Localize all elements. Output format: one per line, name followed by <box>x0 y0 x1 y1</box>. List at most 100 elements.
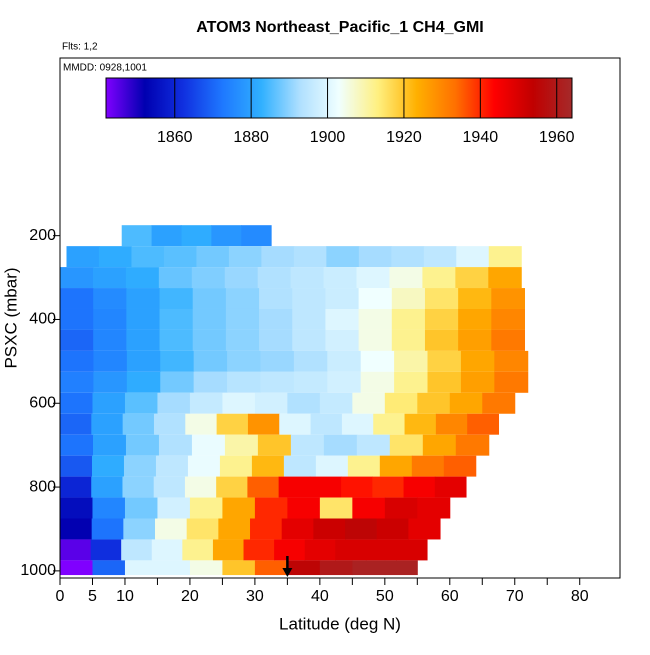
heatmap-cell <box>219 455 253 477</box>
heatmap-cell <box>424 288 459 309</box>
heatmap-cell <box>292 288 326 309</box>
heatmap-cell <box>488 246 522 268</box>
x-tick-label: 40 <box>311 588 329 605</box>
heatmap-cell <box>326 246 360 268</box>
heatmap-cell <box>228 246 262 268</box>
heatmap-cell <box>216 413 249 435</box>
heatmap-cell <box>319 392 353 414</box>
heatmap-cell <box>157 560 191 576</box>
heatmap-cell <box>125 267 160 289</box>
heatmap-cell <box>491 308 526 330</box>
heatmap-cell <box>260 350 295 372</box>
heatmap-cell <box>417 392 451 414</box>
heatmap-cell <box>257 267 292 289</box>
heatmap-cell <box>191 267 226 289</box>
heatmap-cell <box>189 392 223 414</box>
heatmap-cell <box>187 455 221 477</box>
heatmap-cell <box>455 434 490 456</box>
heatmap-cell <box>261 246 295 268</box>
heatmap-cell <box>126 288 161 309</box>
plot-frame <box>59 57 621 579</box>
heatmap-cell <box>225 288 260 309</box>
heatmap-cell <box>160 371 195 393</box>
heatmap-cell <box>494 371 529 393</box>
heatmap-cell <box>290 434 325 456</box>
heatmap-cell <box>391 246 425 268</box>
heatmap-cell <box>327 371 362 393</box>
heatmap-cell <box>222 392 256 414</box>
heatmap-cell <box>151 539 183 561</box>
heatmap-cell <box>211 225 242 247</box>
x-tick-label: 10 <box>116 588 134 605</box>
heatmap-cell <box>160 350 195 372</box>
heatmap-cell <box>292 329 326 351</box>
x-tick-label: 5 <box>88 588 97 605</box>
x-tick-label: 70 <box>506 588 524 605</box>
heatmap-cell <box>360 350 395 372</box>
heatmap-cell <box>458 308 492 330</box>
heatmap-cell <box>60 371 94 393</box>
heatmap-cell <box>192 329 227 351</box>
heatmap-cell <box>394 350 429 372</box>
heatmap-cell <box>283 455 317 477</box>
y-tick-label: 600 <box>29 394 56 411</box>
heatmap-cell <box>293 371 328 393</box>
overlay: 0 5 10 20 30 40 50 60 70 80 200 400 600 800 1000 1860 18… <box>20 57 621 605</box>
heatmap-cell <box>91 476 123 498</box>
y-tick-label: 200 <box>29 227 56 244</box>
heatmap-cell <box>358 288 393 309</box>
heatmap-cell <box>417 497 451 519</box>
heatmap-cell <box>491 329 526 351</box>
heatmap-cell <box>460 371 495 393</box>
heatmap-cell <box>60 288 94 309</box>
heatmap-cell <box>227 371 261 393</box>
heatmap-cell <box>347 455 381 477</box>
y-tick-label: 400 <box>29 311 56 328</box>
heatmap-cell <box>293 350 328 372</box>
heatmap-cell <box>384 560 418 576</box>
heatmap-cell <box>358 246 392 268</box>
heatmap <box>60 225 529 576</box>
y-tick-label: 1000 <box>20 562 56 579</box>
annotation: MMDD: 0928,1001 <box>63 63 147 74</box>
heatmap-cell <box>60 392 93 414</box>
heatmap-cell <box>358 308 393 330</box>
heatmap-cell <box>455 267 489 289</box>
heatmap-cell <box>60 267 94 289</box>
heatmap-cell <box>131 246 165 268</box>
heatmap-cell <box>315 455 349 477</box>
heatmap-cell <box>126 308 161 330</box>
x-tick-label: 60 <box>441 588 459 605</box>
heatmap-cell <box>60 350 94 372</box>
heatmap-cell <box>422 267 456 289</box>
heatmap-cell <box>313 518 346 540</box>
heatmap-cell <box>157 392 191 414</box>
heatmap-cell <box>91 518 124 540</box>
colorbar-tick-label: 1880 <box>233 129 269 146</box>
heatmap-cell <box>181 225 212 247</box>
heatmap-cell <box>159 308 194 330</box>
heatmap-cell <box>124 497 158 519</box>
heatmap-cell <box>60 434 94 456</box>
heatmap-cell <box>460 350 495 372</box>
heatmap-cell <box>467 413 500 435</box>
heatmap-cell <box>60 560 93 576</box>
heatmap-cell <box>158 434 193 456</box>
heatmap-cell <box>325 329 360 351</box>
heatmap-cell <box>319 560 353 576</box>
heatmap-cell <box>389 434 424 456</box>
heatmap-cell <box>212 539 245 561</box>
heatmap-cell <box>92 392 126 414</box>
heatmap-cell <box>225 308 260 330</box>
heatmap-cell <box>60 518 93 540</box>
heatmap-cell <box>158 267 193 289</box>
heatmap-cell <box>384 392 418 414</box>
heatmap-cell <box>358 329 393 351</box>
x-tick-label: 20 <box>181 588 199 605</box>
heatmap-cell <box>309 476 342 498</box>
heatmap-cell <box>155 518 188 540</box>
arrow-head <box>282 568 293 577</box>
heatmap-cell <box>155 455 189 477</box>
heatmap-cell <box>247 476 280 498</box>
